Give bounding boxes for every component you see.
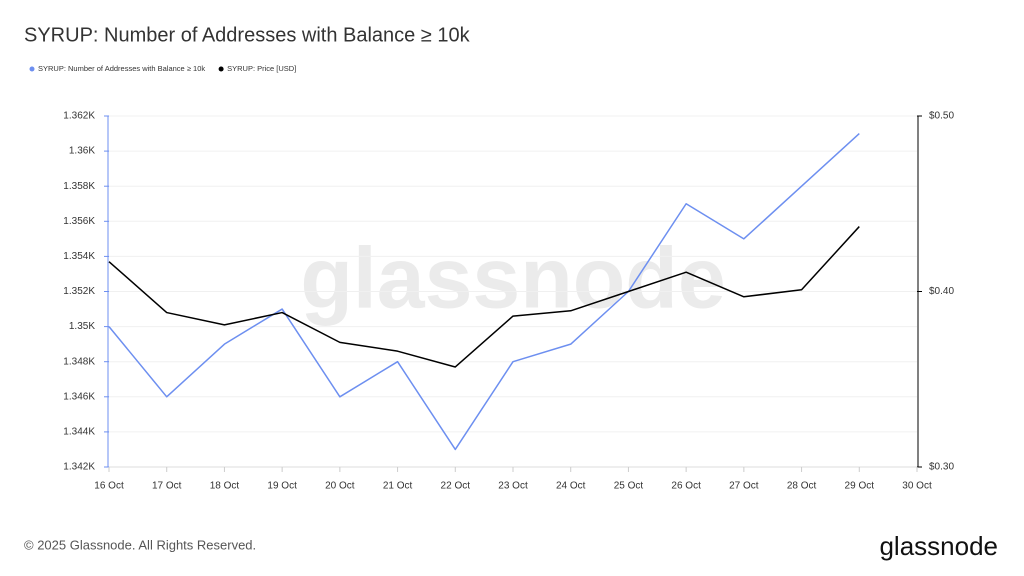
logo: glassnode — [879, 531, 998, 561]
x-tick-label: 23 Oct — [498, 481, 528, 492]
series-line — [108, 132, 860, 451]
x-tick-label: 27 Oct — [729, 481, 759, 492]
y2-tick-label: $0.30 — [929, 462, 954, 473]
x-tick-label: 20 Oct — [325, 481, 355, 492]
y-tick-label: 1.358K — [63, 181, 95, 192]
x-tick-label: 19 Oct — [267, 481, 297, 492]
y-tick-label: 1.362K — [63, 111, 95, 122]
x-tick-label: 17 Oct — [152, 481, 182, 492]
y-tick-label: 1.35K — [69, 321, 95, 332]
watermark: glassnode — [300, 231, 725, 327]
y-tick-label: 1.346K — [63, 391, 95, 402]
y-tick-label: 1.36K — [69, 146, 95, 157]
y-tick-label: 1.344K — [63, 427, 95, 438]
footer: © 2025 Glassnode. All Rights Reserved. — [24, 537, 256, 552]
x-tick-label: 18 Oct — [210, 481, 240, 492]
y-tick-label: 1.354K — [63, 251, 95, 262]
chart-title: SYRUP: Number of Addresses with Balance … — [24, 24, 471, 46]
legend-label: SYRUP: Number of Addresses with Balance … — [38, 64, 205, 73]
legend-marker — [29, 66, 35, 72]
x-tick-label: 25 Oct — [614, 481, 644, 492]
x-tick-label: 26 Oct — [671, 481, 701, 492]
x-tick-label: 22 Oct — [441, 481, 471, 492]
y2-tick-label: $0.40 — [929, 286, 954, 297]
legend-label: SYRUP: Price [USD] — [227, 64, 296, 73]
y-tick-label: 1.342K — [63, 462, 95, 473]
y-tick-label: 1.348K — [63, 356, 95, 367]
y-tick-label: 1.352K — [63, 286, 95, 297]
x-tick-label: 21 Oct — [383, 481, 413, 492]
series-line — [108, 226, 860, 368]
x-tick-label: 28 Oct — [787, 481, 817, 492]
y-tick-label: 1.356K — [63, 216, 95, 227]
x-tick-label: 16 Oct — [94, 481, 124, 492]
x-tick-label: 29 Oct — [845, 481, 875, 492]
y2-tick-label: $0.50 — [929, 111, 954, 122]
legend-marker — [218, 66, 224, 72]
x-tick-label: 30 Oct — [902, 481, 932, 492]
x-tick-label: 24 Oct — [556, 481, 586, 492]
